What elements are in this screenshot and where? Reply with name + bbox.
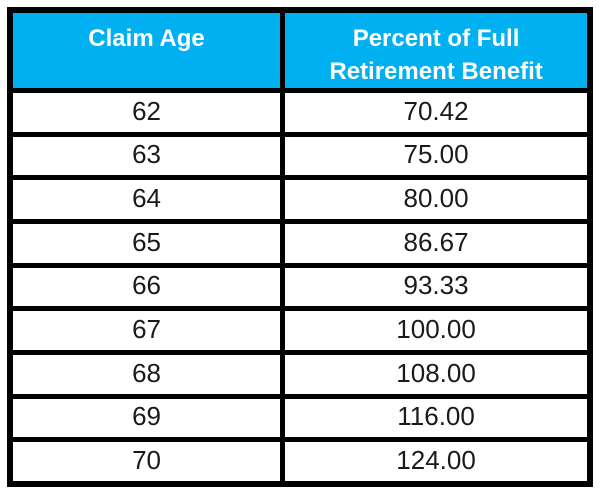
percent-cell: 100.00 xyxy=(280,306,593,355)
table-row: 63 75.00 xyxy=(7,131,593,181)
age-cell: 70 xyxy=(7,437,286,487)
table-row: 69 116.00 xyxy=(7,393,593,443)
age-cell: 66 xyxy=(7,262,286,312)
table-row: 66 93.33 xyxy=(7,262,593,312)
percent-cell: 75.00 xyxy=(280,131,593,181)
age-cell: 64 xyxy=(7,175,286,224)
age-cell: 69 xyxy=(7,393,286,443)
header-row: Claim Age Percent of Full Retirement Ben… xyxy=(7,7,593,93)
table-row: 62 70.42 xyxy=(7,88,593,137)
table-row: 70 124.00 xyxy=(7,437,593,487)
percent-cell: 124.00 xyxy=(280,437,593,487)
header-claim-age: Claim Age xyxy=(7,7,286,93)
age-cell: 62 xyxy=(7,88,286,137)
table-row: 65 86.67 xyxy=(7,218,593,268)
percent-cell: 80.00 xyxy=(280,175,593,224)
percent-cell: 116.00 xyxy=(280,393,593,443)
age-cell: 67 xyxy=(7,306,286,355)
benefit-table-container: Claim Age Percent of Full Retirement Ben… xyxy=(7,7,593,487)
table-row: 68 108.00 xyxy=(7,349,593,399)
percent-cell: 70.42 xyxy=(280,88,593,137)
table-header: Claim Age Percent of Full Retirement Ben… xyxy=(7,7,593,93)
percent-cell: 93.33 xyxy=(280,262,593,312)
percent-cell: 108.00 xyxy=(280,349,593,399)
table-row: 64 80.00 xyxy=(7,175,593,224)
header-percent-benefit: Percent of Full Retirement Benefit xyxy=(280,7,593,93)
table-row: 67 100.00 xyxy=(7,306,593,355)
age-cell: 65 xyxy=(7,218,286,268)
header-claim-age-label: Claim Age xyxy=(88,25,205,52)
percent-cell: 86.67 xyxy=(280,218,593,268)
age-cell: 63 xyxy=(7,131,286,181)
claim-age-benefit-table: Claim Age Percent of Full Retirement Ben… xyxy=(7,7,593,487)
age-cell: 68 xyxy=(7,349,286,399)
table-body: 62 70.42 63 75.00 64 80.00 65 86.67 66 9… xyxy=(7,88,593,487)
header-percent-benefit-label: Percent of Full Retirement Benefit xyxy=(329,25,543,85)
